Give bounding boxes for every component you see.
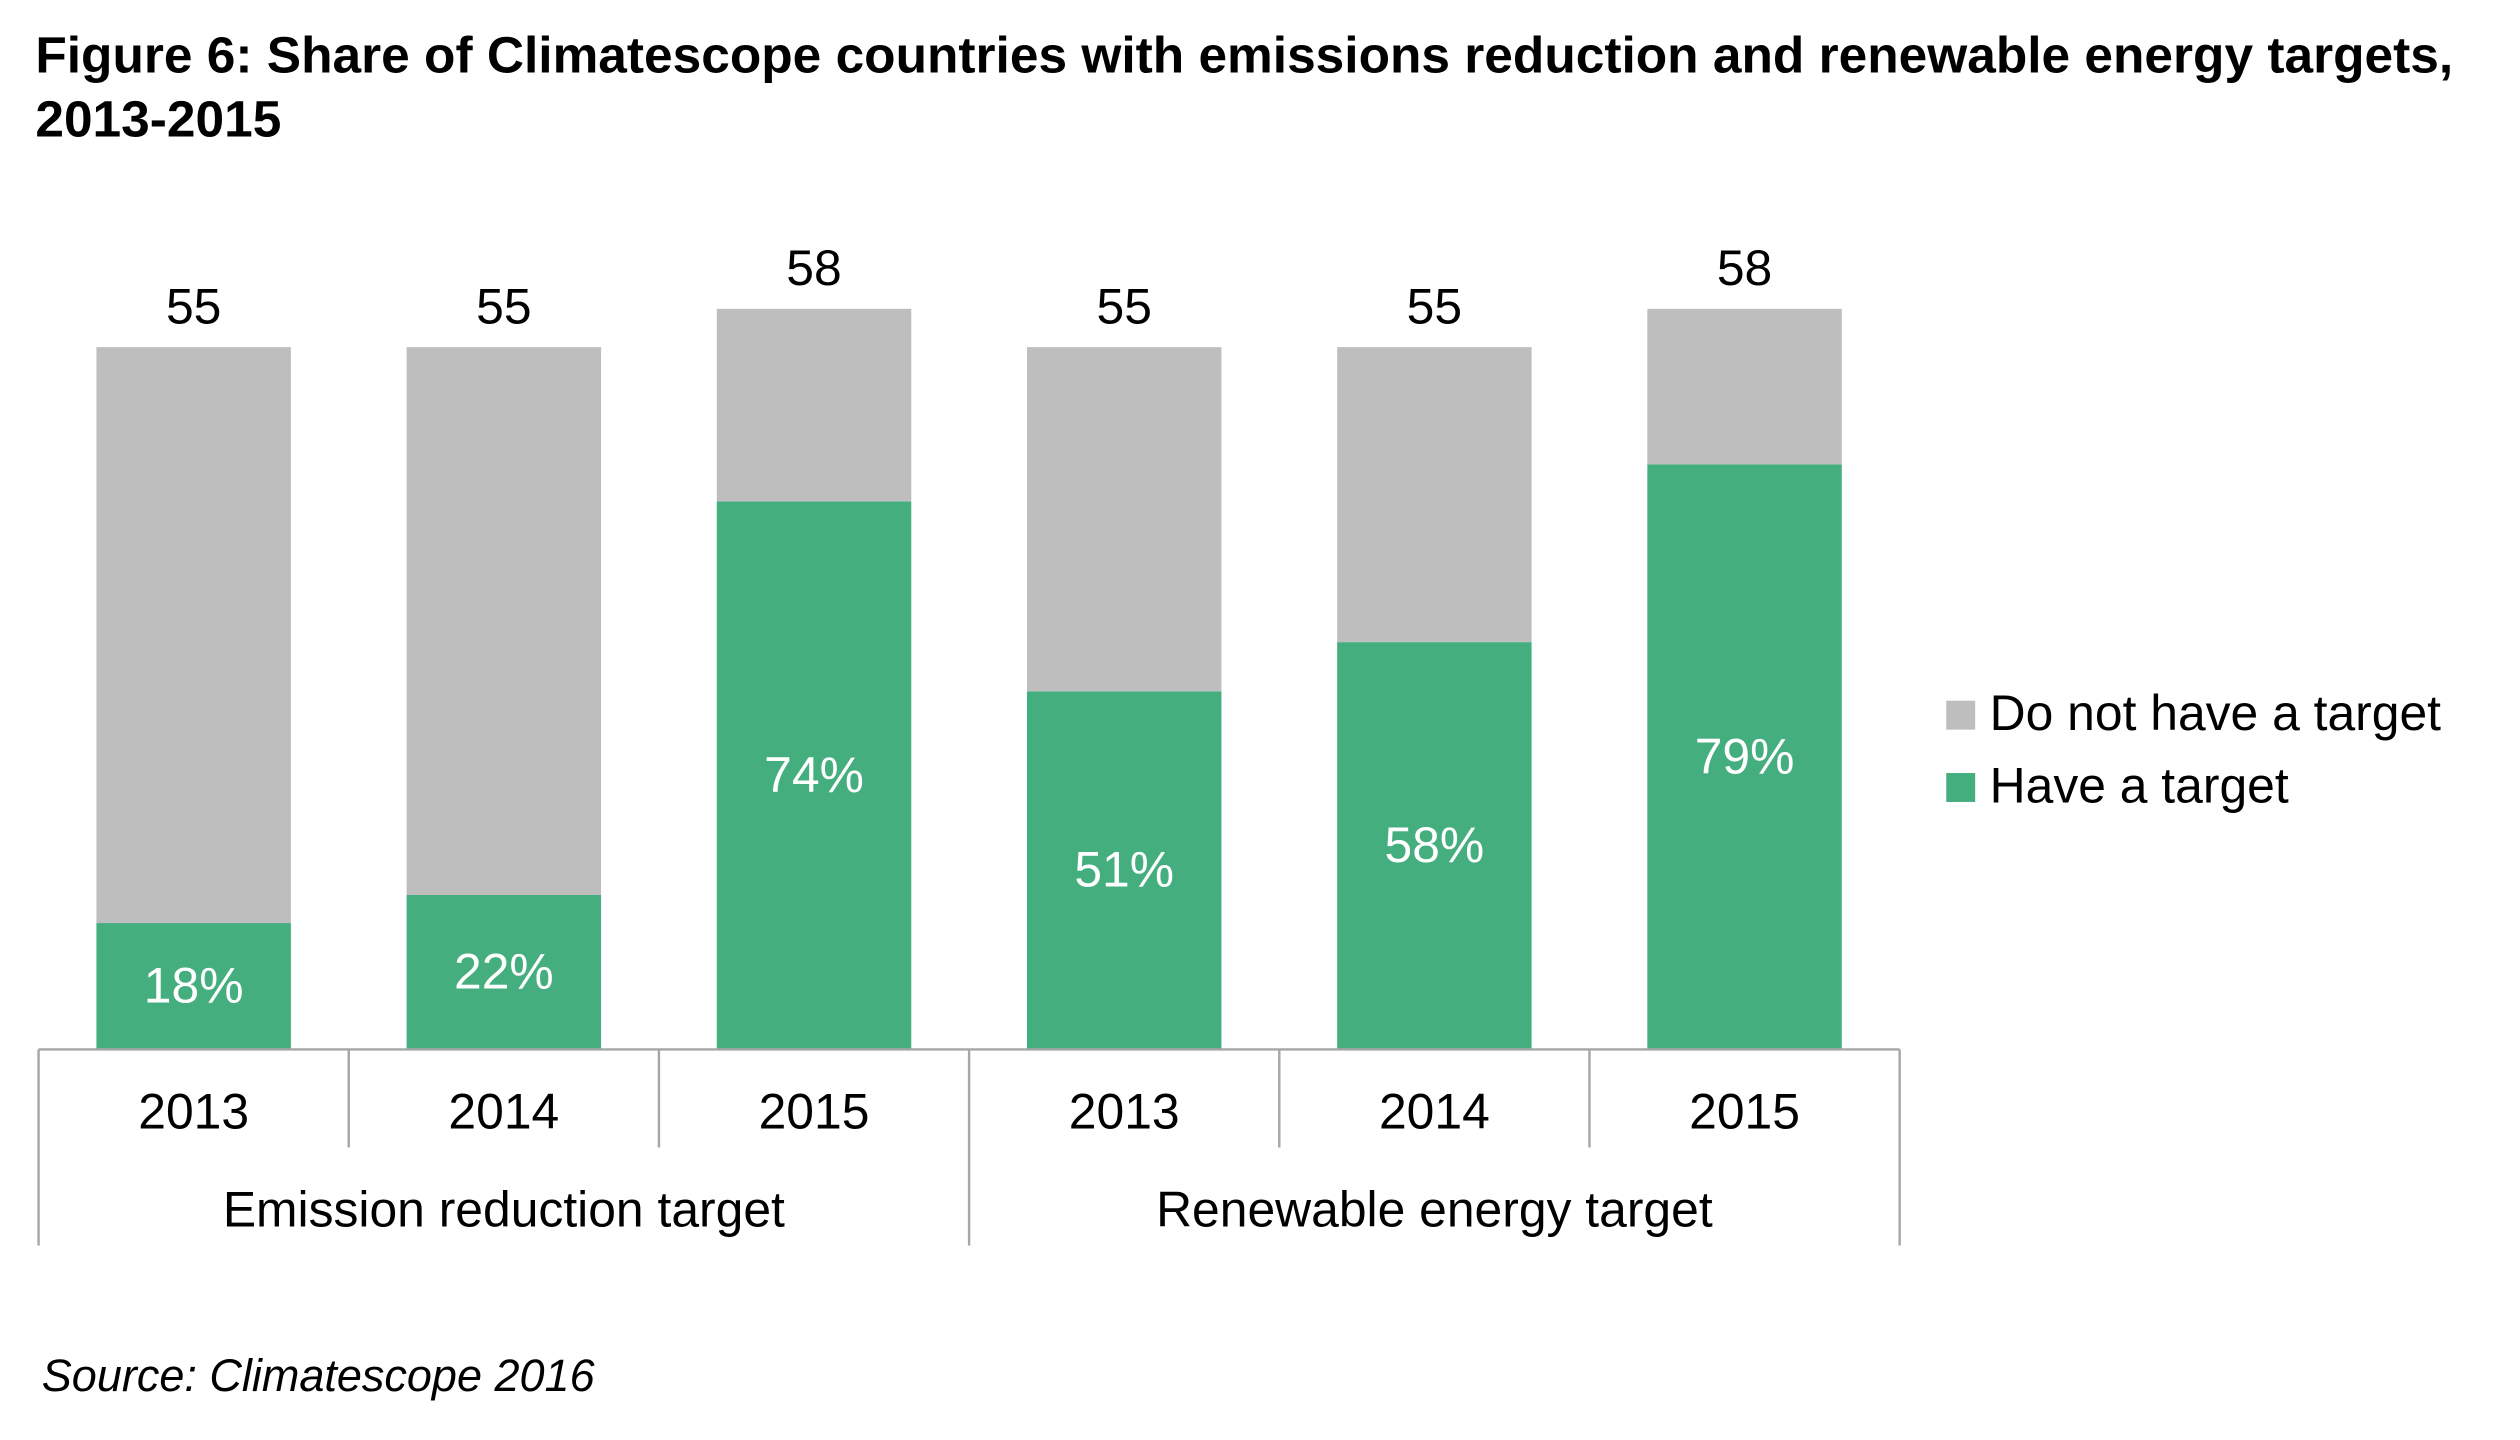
x-tick-label: 2013 xyxy=(1069,1084,1180,1140)
chart-title: Figure 6: Share of Climatescope countrie… xyxy=(35,25,2454,148)
bar-segment xyxy=(1026,347,1222,692)
value-label: 58% xyxy=(1385,817,1485,873)
bar-segment xyxy=(406,347,602,895)
total-label: 55 xyxy=(166,278,221,334)
value-label: 18% xyxy=(144,958,244,1014)
total-label: 55 xyxy=(476,278,531,334)
bar-segment xyxy=(1647,308,1842,465)
bar-segment xyxy=(406,894,602,1050)
x-tick-label: 2014 xyxy=(448,1084,559,1140)
value-label: 79% xyxy=(1695,728,1795,784)
legend-label: Have a target xyxy=(1990,757,2289,813)
value-label: 74% xyxy=(764,747,864,803)
total-label: 55 xyxy=(1096,278,1151,334)
group-label: Renewable energy target xyxy=(1156,1182,1713,1238)
x-tick-label: 2015 xyxy=(1689,1084,1800,1140)
bar-segment xyxy=(96,347,291,924)
bar-segment xyxy=(96,923,291,1050)
bar-segment xyxy=(716,308,912,502)
bar-segment xyxy=(1647,464,1842,1050)
bar-segment xyxy=(1026,691,1222,1050)
legend-label: Do not have a target xyxy=(1990,685,2442,741)
source: Source: Climatescope 2016 xyxy=(42,1350,596,1401)
total-label: 58 xyxy=(786,240,841,296)
total-label: 55 xyxy=(1407,278,1462,334)
legend-swatch xyxy=(1946,700,1976,730)
value-label: 22% xyxy=(454,944,554,1000)
x-tick-label: 2014 xyxy=(1379,1084,1490,1140)
bar-segment xyxy=(1337,642,1532,1050)
bar-segment xyxy=(716,501,912,1050)
title-box: Figure 6: Share of Climatescope countrie… xyxy=(35,25,2454,148)
x-tick-label: 2015 xyxy=(759,1084,870,1140)
value-label: 51% xyxy=(1074,842,1174,898)
group-label: Emission reduction target xyxy=(223,1182,785,1238)
x-tick-label: 2013 xyxy=(138,1084,249,1140)
total-label: 58 xyxy=(1717,240,1772,296)
bar-segment xyxy=(1337,347,1532,643)
legend-swatch xyxy=(1946,773,1976,802)
